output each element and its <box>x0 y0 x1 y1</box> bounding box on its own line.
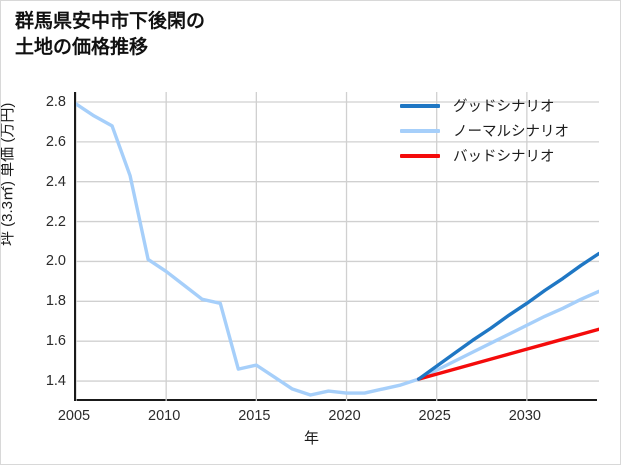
legend-color-swatch <box>400 153 440 158</box>
legend-item[interactable]: ノーマルシナリオ <box>400 118 600 143</box>
legend-item-label: グッドシナリオ <box>453 99 555 115</box>
x-axis-label: 年 <box>303 430 319 447</box>
legend-color-swatch <box>400 103 440 108</box>
y-tick-label: 2.2 <box>45 213 66 230</box>
y-tick-label: 1.4 <box>45 373 66 390</box>
y-tick-label: 1.8 <box>45 293 66 310</box>
y-tick-label: 2.6 <box>45 133 66 150</box>
legend-color-swatch <box>400 128 440 133</box>
x-tick-label: 2025 <box>418 408 451 424</box>
plot-area <box>74 92 599 401</box>
legend-item-label: バッドシナリオ <box>453 149 555 165</box>
x-tick-label: 2010 <box>148 408 181 424</box>
y-tick-label: 2.8 <box>45 93 66 110</box>
legend-item[interactable]: バッドシナリオ <box>400 143 600 168</box>
y-axis-label: 坪 (3.3㎡) 単価 (万円) <box>0 102 16 246</box>
legend-item[interactable]: グッドシナリオ <box>400 93 600 118</box>
y-tick-label: 1.6 <box>45 333 66 350</box>
chart-title: 群馬県安中市下後閑の 土地の価格推移 <box>15 11 206 58</box>
legend-item-label: ノーマルシナリオ <box>453 124 569 140</box>
x-tick-label: 2015 <box>238 408 271 424</box>
x-tick-label: 2005 <box>57 408 91 424</box>
chart-legend: グッドシナリオ ノーマルシナリオ バッドシナリオ <box>400 93 600 168</box>
x-tick-label: 2020 <box>328 408 361 424</box>
plot-lines <box>76 92 599 401</box>
y-tick-label: 2.0 <box>45 253 66 270</box>
x-tick-label: 2030 <box>508 408 541 424</box>
y-tick-label: 2.4 <box>45 173 66 190</box>
